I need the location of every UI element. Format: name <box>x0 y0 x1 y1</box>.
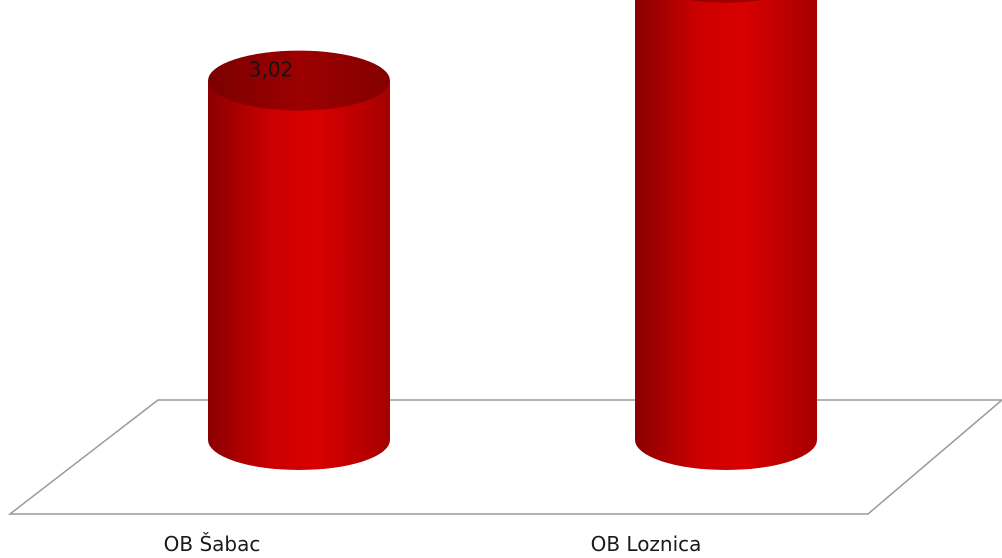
category-label-1: OB Loznica <box>591 532 702 556</box>
chart-floor <box>7 399 1002 515</box>
bar-1 <box>635 0 817 470</box>
bars-group: 3,023,87 <box>208 0 817 470</box>
data-label-0: 3,02 <box>249 58 294 82</box>
bar-0 <box>208 80 390 470</box>
bar-top-0 <box>208 50 390 111</box>
bar-top-1 <box>689 0 763 3</box>
category-label-0: OB Šabac <box>164 532 261 556</box>
